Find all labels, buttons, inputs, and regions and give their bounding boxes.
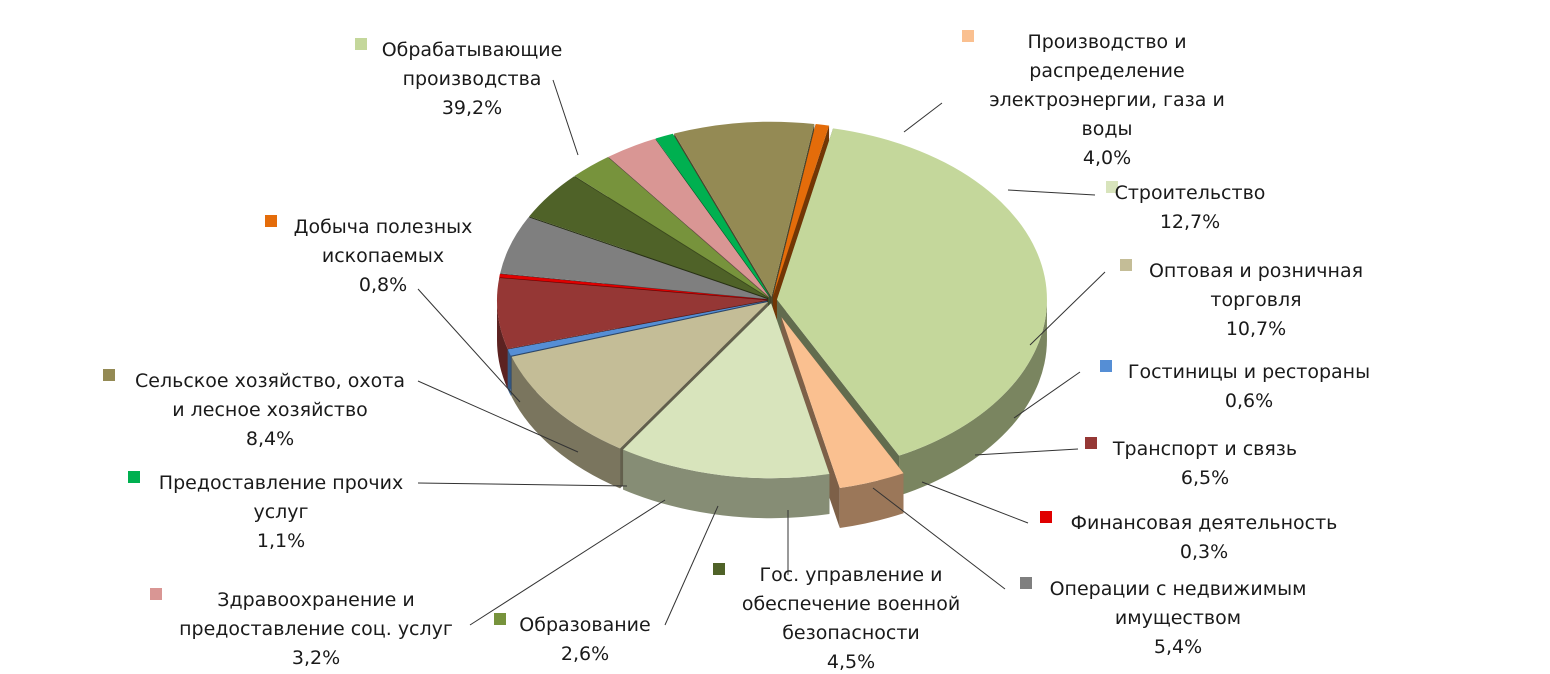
slice-label: обеспечение военной (742, 593, 960, 615)
legend-key (103, 369, 115, 381)
data-label: Строительство 12,7% (1106, 181, 1265, 233)
slice-label: Здравоохранение и (217, 589, 414, 611)
leader-line (664, 505, 719, 626)
data-label: Гостиницы и рестораны 0,6% (1100, 360, 1370, 412)
leader-line (1029, 271, 1106, 346)
leader-lines-layer (417, 79, 1106, 626)
slice-label: электроэнергии, газа и (989, 89, 1225, 111)
leader-line (974, 448, 1079, 456)
data-label: Гос. управление и обеспечение военной безо… (713, 563, 960, 673)
slice-value: 0,3% (1180, 541, 1228, 563)
leader-line (872, 487, 1006, 590)
legend-key (1100, 360, 1112, 372)
slice-label: распределение (1029, 60, 1184, 82)
slice-label: Сельское хозяйство, охота (135, 370, 405, 392)
data-label: Транспорт и связь 6,5% (1085, 437, 1297, 489)
slice-value: 4,5% (827, 651, 875, 673)
slice-value: 1,1% (257, 530, 305, 552)
slice-label: имуществом (1115, 607, 1241, 629)
slice-label: Строительство (1115, 182, 1266, 204)
leader-line (417, 380, 579, 453)
slice-label: Финансовая деятельность (1071, 512, 1338, 534)
slice-label: Обрабатывающие (382, 39, 563, 61)
leader-line (921, 481, 1029, 524)
slice-value: 0,8% (359, 274, 407, 296)
leader-line (1013, 371, 1081, 419)
slice-value: 8,4% (246, 428, 294, 450)
slice-value: 10,7% (1226, 318, 1286, 340)
leader-line (1007, 189, 1096, 196)
data-label: Образование 2,6% (494, 613, 651, 665)
data-label: Оптовая и розничная торговля 10,7% (1120, 259, 1363, 340)
data-label: Производство и распределение электроэнерги… (962, 30, 1225, 169)
slice-value: 39,2% (442, 97, 502, 119)
slice-value: 6,5% (1181, 467, 1229, 489)
legend-key (962, 30, 974, 42)
legend-key (1120, 259, 1132, 271)
data-label: Обрабатывающие производства 39,2% (355, 38, 562, 119)
slice-value: 5,4% (1154, 636, 1202, 658)
leader-line (417, 288, 521, 403)
slice-label: Операции с недвижимым (1050, 578, 1307, 600)
leader-line (903, 102, 943, 133)
slice-label: Предоставление прочих (159, 472, 403, 494)
data-label: Здравоохранение и предоставление соц. усл… (150, 588, 453, 669)
slice-label: услуг (253, 501, 308, 523)
slice-label: Производство и (1027, 31, 1186, 53)
leader-line (469, 499, 666, 626)
slice-value: 12,7% (1160, 211, 1220, 233)
slice-label: Транспорт и связь (1112, 438, 1297, 460)
data-labels-layer: Обрабатывающие производства 39,2% Производс… (103, 30, 1370, 673)
legend-key (150, 588, 162, 600)
slice-label: и лесное хозяйство (172, 399, 368, 421)
data-label: Сельское хозяйство, охота и лесное хозяйс… (103, 369, 405, 450)
legend-key (265, 215, 277, 227)
leader-line (417, 482, 628, 487)
slice-label: Оптовая и розничная (1149, 260, 1363, 282)
slice-label: Образование (519, 614, 650, 636)
slice-value: 4,0% (1083, 147, 1131, 169)
slice-value: 2,6% (561, 643, 609, 665)
legend-key (1106, 181, 1118, 193)
slice-label: Добыча полезных (294, 216, 473, 238)
slice-label: производства (403, 68, 542, 90)
legend-key (1085, 437, 1097, 449)
legend-key (355, 38, 367, 50)
legend-key (1020, 577, 1032, 589)
data-label: Финансовая деятельность 0,3% (1040, 511, 1337, 563)
pie-slice (623, 303, 830, 519)
slice-label: Гостиницы и рестораны (1128, 361, 1370, 383)
legend-key (128, 471, 140, 483)
slice-label: предоставление соц. услуг (179, 618, 453, 640)
pie-slices-layer (497, 121, 1047, 529)
slice-value: 0,6% (1225, 390, 1273, 412)
slice-label: Гос. управление и (760, 564, 943, 586)
slice-value: 3,2% (292, 647, 340, 669)
data-label: Добыча полезных ископаемых 0,8% (265, 215, 472, 296)
slice-label: торговля (1210, 289, 1301, 311)
legend-key (494, 613, 506, 625)
slice-label: ископаемых (322, 245, 444, 267)
legend-key (713, 563, 725, 575)
legend-key (1040, 511, 1052, 523)
slice-label: безопасности (782, 622, 920, 644)
data-label: Операции с недвижимым имуществом 5,4% (1020, 577, 1306, 658)
leader-line (552, 79, 579, 156)
data-label: Предоставление прочих услуг 1,1% (128, 471, 403, 552)
slice-label: воды (1082, 118, 1133, 140)
